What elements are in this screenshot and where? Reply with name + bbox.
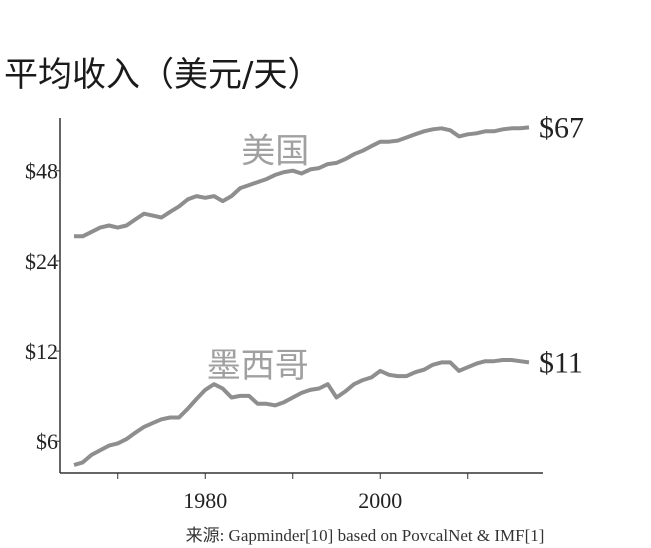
end-label: $11 bbox=[539, 346, 583, 379]
y-tick-label: $6 bbox=[36, 429, 58, 454]
chart-title: 平均收入（美元/天） bbox=[4, 55, 321, 95]
series-line bbox=[73, 358, 530, 467]
y-tick-label: $24 bbox=[25, 249, 58, 274]
series-line bbox=[74, 125, 530, 239]
y-tick-label: $48 bbox=[25, 159, 58, 184]
series-name: 墨西哥 bbox=[207, 348, 309, 385]
end-label: $67 bbox=[539, 111, 584, 144]
source-note: 来源: Gapminder[10] based on PovcalNet & I… bbox=[186, 526, 545, 545]
x-tick-label: 1980 bbox=[183, 488, 227, 513]
x-tick-label: 2000 bbox=[358, 488, 402, 513]
series-name: 美国 bbox=[241, 133, 309, 171]
y-tick-label: $12 bbox=[25, 339, 58, 364]
